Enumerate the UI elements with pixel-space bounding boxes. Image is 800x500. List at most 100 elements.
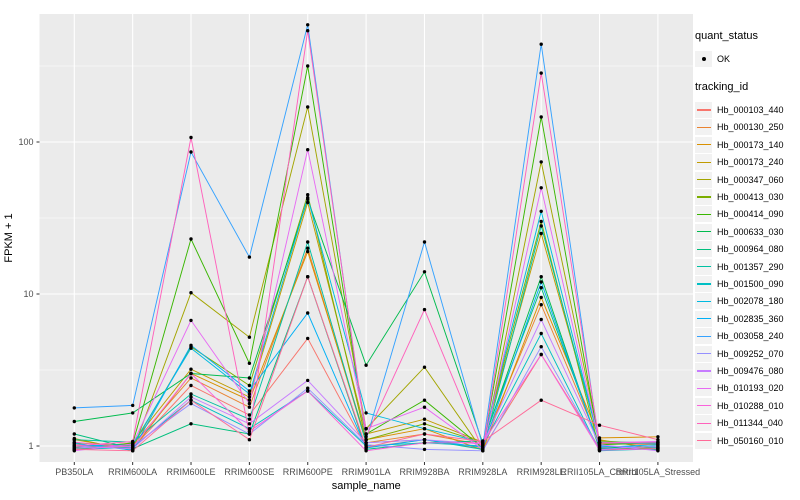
data-point — [72, 419, 77, 424]
legend-item-label: Hb_001357_290 — [717, 261, 784, 272]
x-tick-label: RRIM600PE — [283, 467, 333, 477]
legend-key-line — [695, 223, 712, 240]
data-point — [422, 422, 427, 426]
legend-item-label: Hb_002835_360 — [717, 313, 784, 324]
legend-item-tracking-id: Hb_010288_010 — [693, 397, 800, 414]
line-swatch — [696, 109, 711, 111]
x-axis-title: sample_name — [332, 480, 401, 492]
line-swatch — [696, 196, 711, 198]
line-swatch — [696, 265, 711, 268]
data-point — [539, 286, 543, 290]
data-point — [364, 435, 368, 439]
legend-item-label: OK — [717, 53, 731, 64]
data-point — [189, 398, 193, 402]
legend-item-tracking-id: Hb_050160_010 — [693, 432, 800, 449]
data-point — [189, 135, 193, 140]
legend-key-line — [695, 328, 712, 345]
legend-key-line — [695, 258, 712, 275]
data-point — [72, 406, 77, 410]
data-point — [422, 417, 427, 421]
line-swatch — [696, 422, 711, 424]
line-swatch — [696, 352, 711, 355]
data-point — [539, 115, 543, 119]
data-point — [306, 193, 310, 197]
data-point — [189, 401, 193, 406]
data-point — [189, 237, 193, 241]
data-point — [481, 439, 485, 444]
legend-item-tracking-id: Hb_000173_140 — [693, 136, 800, 153]
data-point — [422, 405, 427, 409]
legend-item-tracking-id: Hb_003058_240 — [693, 327, 800, 345]
legend-item-label: Hb_003058_240 — [717, 331, 784, 342]
legend-key-line — [695, 293, 712, 310]
data-point — [247, 255, 252, 259]
data-point — [247, 432, 252, 436]
data-point — [539, 71, 543, 75]
data-point — [422, 447, 427, 452]
data-point — [247, 389, 252, 393]
data-point — [539, 231, 543, 236]
legend-key-line — [695, 206, 712, 223]
data-point — [539, 295, 543, 300]
legend-item-label: Hb_050160_010 — [717, 435, 784, 446]
legend-item-label: Hb_000130_250 — [717, 122, 784, 133]
data-point — [422, 240, 427, 244]
legend: quant_status OK tracking_id Hb_000103_44… — [693, 0, 800, 449]
legend-item-label: Hb_000964_080 — [717, 244, 784, 255]
data-point — [306, 105, 310, 109]
data-point — [306, 386, 310, 390]
data-point — [422, 307, 427, 312]
legend-item-tracking-id: Hb_000413_030 — [693, 188, 800, 206]
data-point — [597, 448, 602, 452]
legend-item-tracking-id: Hb_000103_440 — [693, 101, 800, 119]
legend-key-line — [695, 241, 712, 258]
line-swatch — [696, 144, 711, 146]
data-point — [189, 392, 193, 396]
legend-tracking-id-items: Hb_000103_440 Hb_000130_250 Hb_000173_140 H… — [693, 101, 800, 449]
data-point — [539, 186, 543, 190]
legend-item-label: Hb_010288_010 — [717, 400, 784, 411]
line-swatch — [696, 126, 711, 129]
data-point — [247, 383, 252, 388]
legend-item-label: Hb_002078_180 — [717, 296, 784, 307]
data-point — [306, 336, 310, 341]
data-point — [422, 427, 427, 431]
data-point — [306, 275, 310, 279]
legend-key-point — [695, 50, 712, 67]
legend-item-tracking-id: Hb_009252_070 — [693, 345, 800, 362]
data-point — [131, 411, 135, 415]
legend-item-tracking-id: Hb_002835_360 — [693, 310, 800, 327]
legend-item-quant-status: OK — [693, 50, 800, 67]
x-tick-label: RRIM928LE — [517, 467, 566, 477]
legend-item-tracking-id: Hb_000414_090 — [693, 206, 800, 223]
legend-item-label: Hb_000173_240 — [717, 157, 784, 168]
data-point — [306, 246, 310, 250]
data-point — [306, 311, 310, 315]
data-point — [189, 376, 193, 380]
data-point — [539, 42, 543, 46]
legend-item-tracking-id: Hb_000173_240 — [693, 154, 800, 171]
data-point — [422, 432, 427, 436]
line-swatch — [696, 335, 711, 337]
legend-key-line — [695, 154, 712, 171]
legend-item-label: Hb_001500_090 — [717, 278, 784, 289]
legend-item-label: Hb_000414_090 — [717, 209, 784, 220]
line-swatch — [696, 161, 711, 163]
data-point — [364, 438, 368, 442]
y-tick-label: 100 — [18, 137, 33, 147]
data-point — [306, 240, 310, 244]
data-point — [247, 401, 252, 406]
data-point — [72, 447, 77, 452]
data-point — [247, 438, 252, 442]
legend-item-label: Hb_000103_440 — [717, 105, 784, 116]
legend-key-line — [695, 136, 712, 153]
legend-item-label: Hb_011344_040 — [717, 418, 783, 429]
line-swatch — [696, 387, 711, 389]
legend-key-line — [695, 415, 712, 432]
legend-item-tracking-id: Hb_001357_290 — [693, 258, 800, 275]
y-axis-title: FPKM + 1 — [3, 213, 15, 262]
data-point — [189, 395, 193, 399]
legend-key-line — [695, 310, 712, 327]
data-point — [306, 148, 310, 152]
legend-quant-status-items: OK — [693, 50, 800, 67]
